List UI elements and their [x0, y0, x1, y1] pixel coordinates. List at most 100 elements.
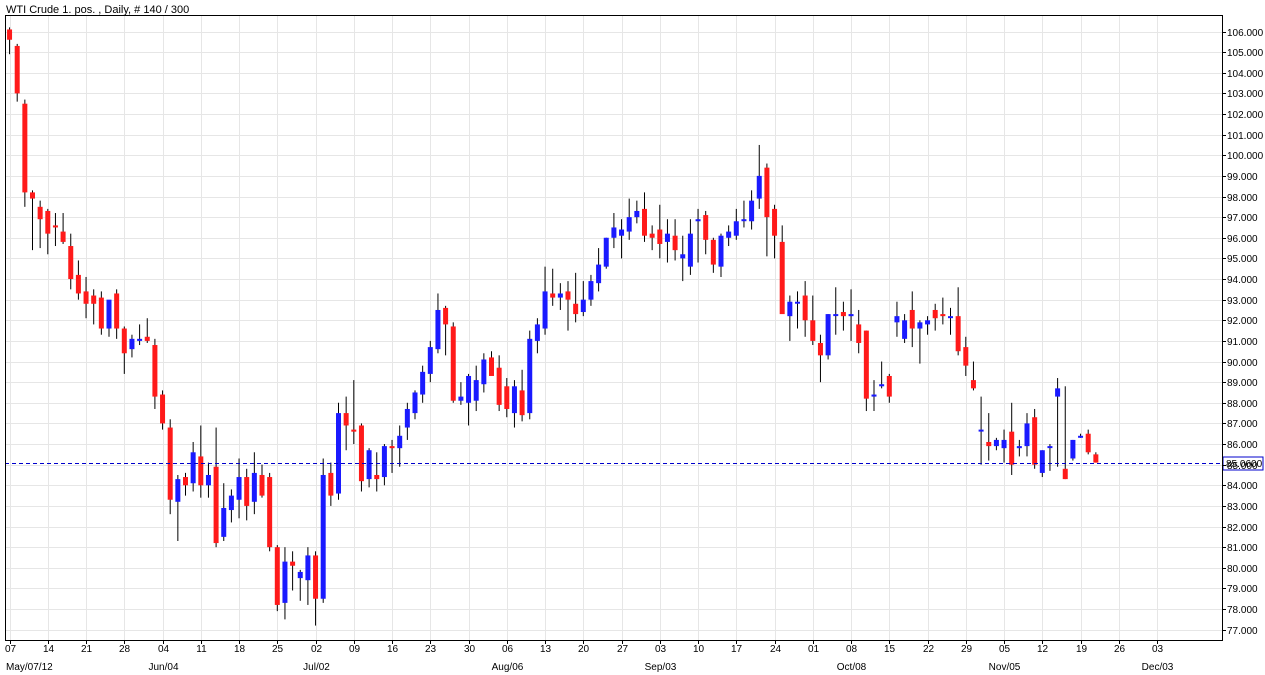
candle-body [282, 561, 288, 603]
candle [458, 382, 464, 405]
candle [404, 402, 410, 440]
candle-body [986, 441, 992, 447]
candle-body [779, 241, 785, 315]
candle [963, 336, 969, 376]
candle-body [489, 357, 494, 376]
candle [534, 318, 540, 354]
y-tick-label: 98.000 [1227, 193, 1258, 204]
y-tick-label: 95.000 [1227, 254, 1258, 265]
candle-body [970, 380, 976, 389]
candle [7, 27, 13, 55]
candle-body [259, 474, 265, 496]
candle-body [527, 338, 533, 414]
candle [236, 458, 242, 519]
candle-body [886, 375, 892, 397]
candle [129, 334, 135, 358]
candle [703, 210, 709, 255]
candle-body [274, 547, 280, 605]
candle [542, 266, 548, 335]
y-tick-label: 90.000 [1227, 358, 1258, 369]
x-tick-label: 10 [693, 644, 705, 655]
candle-body [397, 435, 403, 449]
candle [351, 380, 357, 445]
candle-layer [7, 27, 1099, 626]
candle-body [358, 425, 364, 482]
candle-body [749, 200, 755, 222]
x-tick-label: 25 [272, 644, 284, 655]
candle [726, 225, 732, 247]
candle-body [443, 307, 449, 325]
candle-body [473, 380, 479, 401]
candle-body [22, 103, 28, 193]
candle-body [695, 219, 701, 222]
x-tick-label: 09 [349, 644, 361, 655]
y-tick-label: 105.000 [1227, 48, 1264, 59]
y-tick-label: 92.000 [1227, 316, 1258, 327]
candle-body [1078, 435, 1084, 438]
candle [14, 43, 20, 102]
candle [443, 305, 449, 356]
y-tick-label: 79.000 [1227, 584, 1258, 595]
candle [565, 281, 571, 331]
candle-body [313, 555, 319, 599]
candle-body [435, 309, 441, 350]
candle-body [626, 217, 632, 232]
candle [37, 200, 43, 249]
candle-body [427, 347, 433, 374]
x-tick-label: 23 [425, 644, 437, 655]
candle-body [420, 371, 426, 395]
candle [1024, 413, 1030, 457]
candle-body [718, 235, 724, 267]
candle [787, 295, 793, 341]
chart-title: WTI Crude 1. pos. , Daily, # 140 / 300 [6, 4, 189, 16]
candle-body [328, 472, 334, 496]
y-tick-label: 97.000 [1227, 213, 1258, 224]
candle [925, 316, 931, 335]
candle-body [190, 452, 196, 484]
candle-body [1062, 468, 1068, 480]
y-tick-label: 81.000 [1227, 543, 1258, 554]
y-tick-label: 104.000 [1227, 69, 1264, 80]
candle-body [511, 386, 517, 414]
candle-body [205, 474, 211, 486]
candle [672, 219, 678, 261]
candle [228, 489, 234, 523]
candle-body [948, 316, 953, 319]
y-tick-label: 88.000 [1227, 399, 1258, 410]
candle-body [183, 477, 188, 486]
candle [718, 233, 724, 277]
y-tick-label: 83.000 [1227, 502, 1258, 513]
candle [114, 289, 120, 339]
candle [573, 272, 579, 323]
candle [290, 551, 296, 591]
candle-body [940, 314, 946, 317]
x-tick-label: 13 [540, 644, 552, 655]
candle-body [825, 314, 831, 356]
x-tick-label: 28 [119, 644, 131, 655]
candle-body [68, 246, 74, 280]
y-tick-label: 84.000 [1227, 481, 1258, 492]
candle [1001, 429, 1007, 463]
candle [121, 326, 127, 374]
candle-body [657, 229, 663, 244]
candle-body [1032, 417, 1038, 465]
candle-body [221, 507, 227, 537]
candle [282, 547, 288, 620]
candle [1078, 433, 1084, 438]
candle [167, 419, 173, 515]
candle-body [817, 342, 823, 356]
candle-body [152, 345, 158, 397]
candle [160, 390, 166, 430]
y-tick-label: 99.000 [1227, 172, 1258, 183]
candle-body [596, 264, 602, 284]
x-month-label: Sep/03 [645, 662, 677, 673]
candle-body [534, 324, 540, 341]
x-tick-label: 01 [808, 644, 820, 655]
candle [144, 318, 150, 343]
candle [60, 213, 66, 244]
candle-body [603, 237, 609, 267]
candle [955, 287, 961, 356]
candle-body [588, 281, 594, 300]
y-tick-label: 77.000 [1227, 626, 1258, 637]
